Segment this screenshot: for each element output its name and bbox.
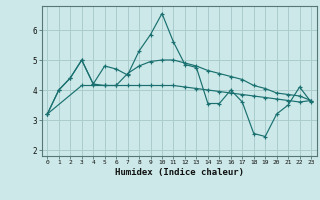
X-axis label: Humidex (Indice chaleur): Humidex (Indice chaleur) xyxy=(115,168,244,177)
